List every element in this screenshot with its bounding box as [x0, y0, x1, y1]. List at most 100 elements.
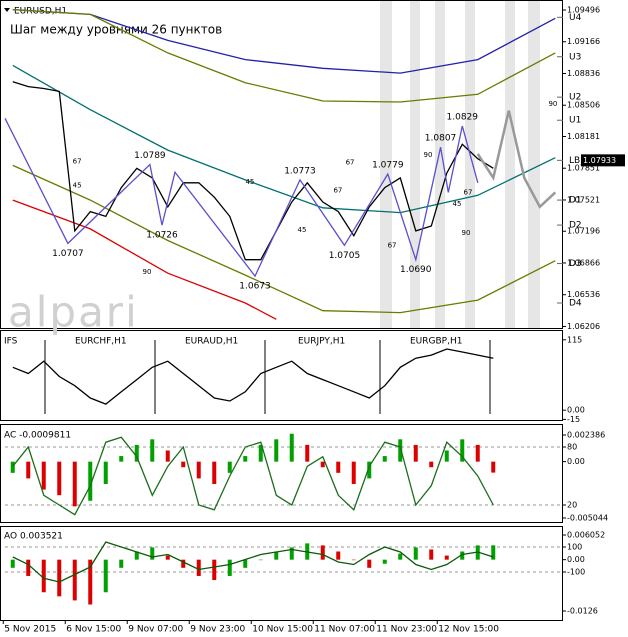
histogram-bar	[227, 461, 232, 473]
histogram-bar	[398, 553, 403, 560]
y-tick-label: 0.00	[567, 457, 585, 466]
annotation: 90	[462, 229, 471, 237]
y-tick-label: 0.00	[567, 406, 585, 415]
pane-label: EURGBP,H1	[410, 337, 462, 347]
histogram-bar	[165, 450, 170, 462]
zigzag-label: 1.0707	[52, 249, 84, 259]
histogram-bar	[429, 549, 434, 560]
y-tick-label: 100	[567, 543, 582, 552]
session-bands	[380, 0, 540, 328]
main-pane	[0, 0, 563, 329]
y-tick-label: 1.06206	[567, 322, 600, 331]
histogram-bar	[103, 461, 108, 484]
y-tick-label: -0.005044	[567, 514, 608, 523]
zigzag-label: 1.0807	[425, 134, 457, 144]
series-line	[12, 199, 277, 320]
histogram-bar	[227, 559, 232, 576]
annotation: 67	[73, 158, 82, 166]
histogram-bar	[382, 456, 387, 462]
histogram-bar	[429, 461, 434, 468]
histogram-bar	[305, 444, 310, 462]
histogram-bar	[258, 444, 263, 462]
level-label: LB	[569, 156, 580, 166]
x-tick-label: 12 Nov 15:00	[438, 625, 499, 635]
ac-pane	[0, 424, 563, 523]
histogram-bar	[103, 559, 108, 593]
histogram-bar	[10, 461, 15, 473]
zigzag-label: 1.0829	[447, 113, 479, 123]
histogram-bar	[491, 545, 496, 560]
y-tick-label: 1.08836	[567, 69, 600, 78]
y-tick-label: 1.07851	[567, 164, 600, 173]
y-tick-label: 1.07196	[567, 227, 600, 236]
histogram-bar	[367, 559, 372, 568]
histogram-bar	[196, 559, 201, 576]
pane-title: IFS	[4, 337, 18, 347]
histogram-bar	[212, 559, 217, 581]
y-tick-label: 1.08181	[567, 132, 600, 141]
annotation: 67	[464, 188, 473, 196]
histogram-bar	[258, 559, 263, 561]
histogram-bar	[26, 461, 31, 479]
histogram-bar	[367, 461, 372, 479]
pane-label: EURAUD,H1	[185, 337, 238, 347]
annotation: 45	[298, 226, 307, 234]
histogram-bar	[351, 461, 356, 484]
histogram-bar	[10, 559, 15, 568]
x-tick-label: 9 Nov 23:00	[190, 625, 245, 635]
histogram-bar	[88, 559, 93, 605]
annotation: 67	[333, 186, 342, 194]
histogram-bar	[460, 551, 465, 560]
y-tick-label: 1.09496	[567, 6, 600, 15]
annotation: 45	[453, 200, 462, 208]
histogram-bar	[134, 444, 139, 462]
series-line	[12, 436, 494, 516]
level-label: U1	[569, 116, 581, 126]
y-tick-label: 0.00	[567, 555, 585, 564]
histogram-bar	[320, 461, 325, 468]
histogram-bar	[72, 559, 77, 601]
series-line	[12, 81, 494, 261]
histogram-bar	[196, 461, 201, 479]
series-line	[476, 110, 557, 209]
histogram-bar	[41, 461, 46, 490]
zigzag-label: 1.0789	[134, 151, 166, 161]
histogram-bar	[212, 461, 217, 484]
level-label: U3	[569, 52, 581, 62]
zigzag-label: 1.0726	[146, 231, 178, 241]
level-label: U2	[569, 93, 581, 103]
histogram-bar	[413, 444, 418, 462]
histogram-bar	[336, 461, 341, 473]
histogram-bar	[119, 559, 124, 568]
x-tick-label: 9 Nov 07:00	[128, 625, 183, 635]
y-tick-label: -0.0126	[567, 606, 598, 615]
x-tick-label: 5 Nov 2015	[4, 625, 56, 635]
histogram-bar	[398, 439, 403, 462]
series-line	[12, 8, 556, 74]
level-label: D1	[569, 196, 582, 206]
histogram-bar	[119, 456, 124, 462]
histogram-bar	[460, 439, 465, 462]
histogram-bar	[57, 559, 62, 597]
histogram-bar	[243, 559, 248, 568]
histogram-bar	[243, 456, 248, 462]
y-tick-label: 1.07521	[567, 195, 600, 204]
level-label: U4	[569, 13, 582, 23]
zigzag-label: 1.0705	[329, 251, 361, 261]
watermark: alpari	[8, 288, 139, 337]
y-tick-label: 0.006052	[567, 531, 605, 540]
series-line	[12, 64, 556, 214]
zigzag-label: 1.0773	[284, 166, 316, 176]
menu-arrow[interactable]	[4, 8, 10, 12]
histogram-bar	[274, 439, 279, 462]
histogram-bar	[134, 551, 139, 560]
y-tick-label: 0.002386	[567, 431, 605, 440]
histogram-bar	[289, 433, 294, 462]
ifs-separators	[44, 340, 491, 414]
histogram-bar	[475, 444, 480, 462]
annotation: 90	[548, 100, 557, 108]
pane-label: EURCHF,H1	[75, 337, 127, 347]
histogram-bar	[165, 555, 170, 560]
pane-title: AO 0.003521	[4, 532, 63, 542]
x-tick-label: 11 Nov 23:00	[376, 625, 437, 635]
